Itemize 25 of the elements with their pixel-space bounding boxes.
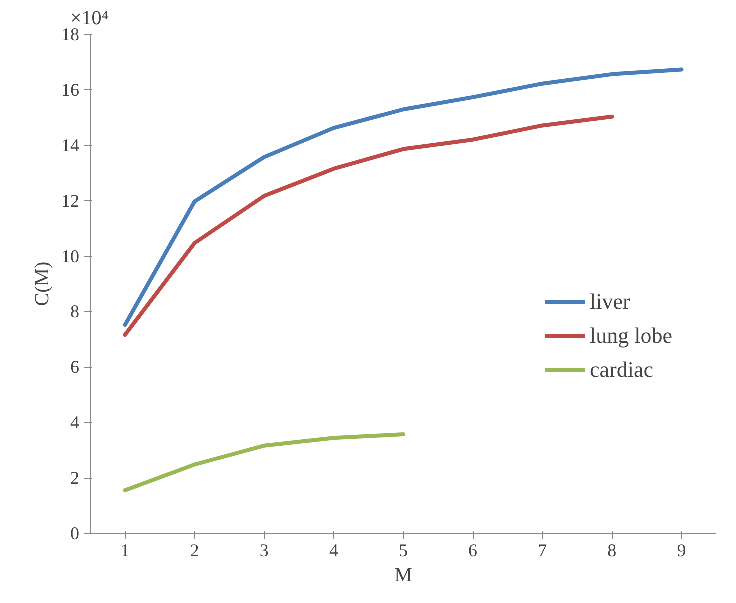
legend-label: cardiac [590, 357, 654, 383]
y-tick-label: 4 [70, 412, 80, 433]
x-tick-label: 4 [329, 540, 338, 560]
x-tick-label: 6 [468, 540, 478, 560]
line-series [123, 432, 406, 493]
y-tick-label: 8 [70, 302, 80, 322]
y-tick-label: 0 [70, 524, 80, 544]
y-tick-label: 2 [70, 468, 80, 488]
x-tick-label: 7 [538, 540, 548, 560]
y-tick-label: 14 [62, 135, 80, 156]
x-tick-label: 3 [260, 540, 269, 560]
x-tick-label: 5 [399, 540, 408, 560]
y-tick-label: 10 [62, 246, 80, 266]
x-tick-label: 9 [677, 540, 686, 560]
legend-label: lung lobe [590, 323, 672, 349]
y-tick-label: 16 [62, 80, 80, 100]
y-axis-title: C(M) [32, 262, 54, 306]
legend-label: liver [590, 289, 630, 315]
x-tick-label: 2 [190, 540, 200, 560]
x-tick-label: 8 [608, 540, 617, 560]
x-axis-title: M [394, 564, 413, 586]
line-series [123, 68, 684, 328]
y-tick-label: 12 [62, 190, 80, 211]
y-tick-label: 6 [70, 357, 80, 378]
x-tick-label: 1 [120, 540, 130, 560]
